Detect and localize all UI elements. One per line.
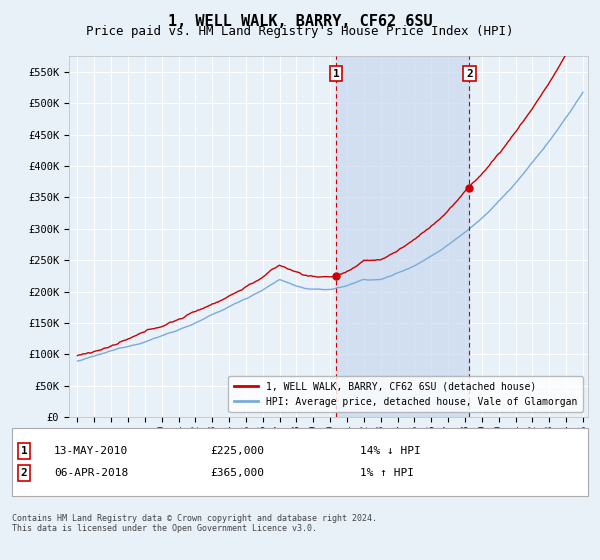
Text: Price paid vs. HM Land Registry's House Price Index (HPI): Price paid vs. HM Land Registry's House … (86, 25, 514, 38)
Text: 1: 1 (333, 68, 340, 78)
Text: 2: 2 (20, 468, 28, 478)
Text: 13-MAY-2010: 13-MAY-2010 (54, 446, 128, 456)
Legend: 1, WELL WALK, BARRY, CF62 6SU (detached house), HPI: Average price, detached hou: 1, WELL WALK, BARRY, CF62 6SU (detached … (228, 376, 583, 412)
Text: 2: 2 (466, 68, 473, 78)
Text: 1: 1 (20, 446, 28, 456)
Text: Contains HM Land Registry data © Crown copyright and database right 2024.
This d: Contains HM Land Registry data © Crown c… (12, 514, 377, 533)
Text: 1% ↑ HPI: 1% ↑ HPI (360, 468, 414, 478)
Text: £365,000: £365,000 (210, 468, 264, 478)
Bar (336, 56, 469, 417)
Text: 14% ↓ HPI: 14% ↓ HPI (360, 446, 421, 456)
Text: 06-APR-2018: 06-APR-2018 (54, 468, 128, 478)
Text: £225,000: £225,000 (210, 446, 264, 456)
Text: 1, WELL WALK, BARRY, CF62 6SU: 1, WELL WALK, BARRY, CF62 6SU (167, 14, 433, 29)
